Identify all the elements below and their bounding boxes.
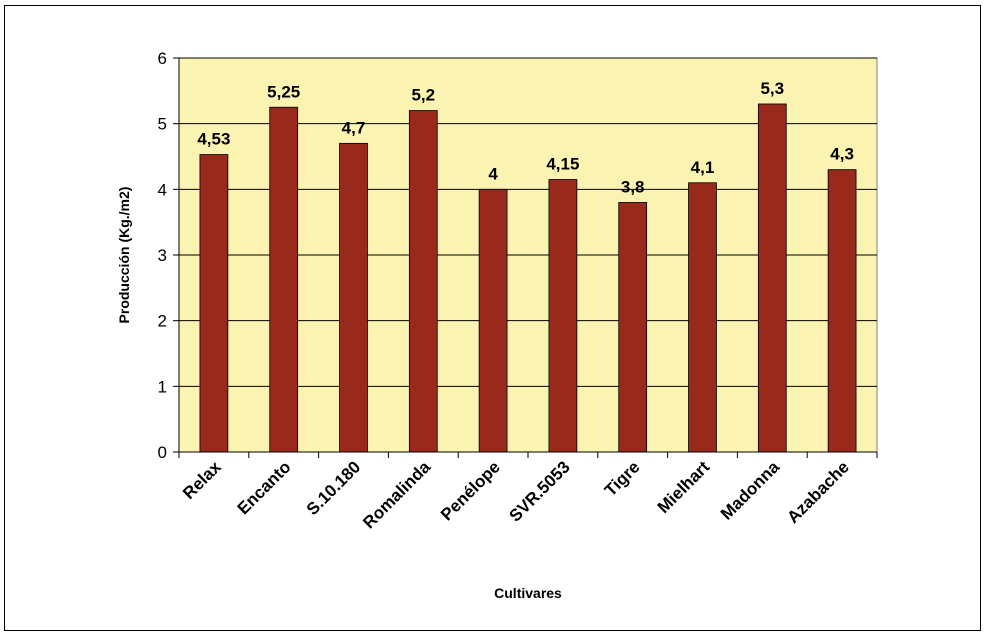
- bars: [199, 103, 857, 453]
- x-tick-label: SVR.5053: [505, 457, 573, 525]
- x-tick-label: Romalinda: [359, 457, 434, 532]
- x-tick-label: Mielhart: [654, 457, 714, 517]
- bar: [269, 106, 299, 453]
- data-label: 5,3: [760, 79, 784, 98]
- bar: [478, 188, 508, 453]
- data-label: 5,25: [267, 82, 300, 101]
- bar: [199, 154, 229, 453]
- x-tick-label: Azabache: [783, 457, 853, 527]
- bar: [618, 202, 648, 453]
- x-axis-title: Cultivares: [494, 585, 562, 601]
- y-tick-label: 5: [158, 115, 167, 134]
- data-label: 4,3: [830, 145, 854, 164]
- bar: [548, 179, 578, 453]
- y-tick-label: 4: [158, 180, 167, 199]
- data-labels: 4,53 5,25 4,7 5,2 4 4,15 3,8 4,1 5,3 4,3: [197, 79, 854, 196]
- y-tick-label: 0: [158, 443, 167, 462]
- x-tick-label: S.10.180: [303, 457, 365, 519]
- y-tick-label: 1: [158, 377, 167, 396]
- bar: [757, 103, 787, 453]
- bar: [408, 110, 438, 453]
- axes: [173, 57, 878, 458]
- data-label: 4,1: [691, 158, 715, 177]
- bar: [339, 142, 368, 453]
- data-label: 4,15: [546, 154, 579, 173]
- x-tick-label: Encanto: [234, 457, 295, 518]
- data-label: 3,8: [621, 177, 645, 196]
- x-tick-label: Relax: [179, 457, 225, 503]
- x-tick-label: Madonna: [717, 457, 784, 524]
- y-tick-label: 3: [158, 246, 167, 265]
- data-label: 4,53: [197, 130, 230, 149]
- data-label: 5,2: [411, 86, 435, 105]
- x-tick-label: Penélope: [437, 457, 504, 524]
- data-label: 4,7: [342, 118, 366, 137]
- y-tick-labels: 0 1 2 3 4 5 6: [158, 49, 167, 462]
- bar: [827, 169, 857, 453]
- y-axis-title: Producción (Kg./m2): [116, 187, 132, 324]
- data-label: 4: [488, 164, 498, 183]
- bar: [688, 182, 717, 453]
- y-tick-label: 2: [158, 312, 167, 331]
- x-tick-label: Tigre: [601, 457, 644, 500]
- y-tick-label: 6: [158, 49, 167, 68]
